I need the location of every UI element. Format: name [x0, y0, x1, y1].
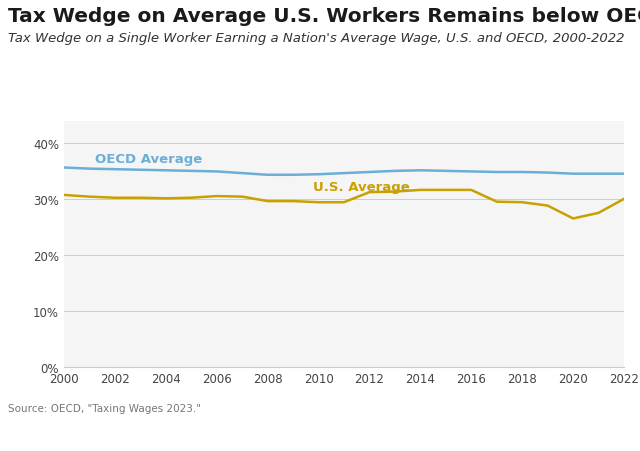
Text: @TaxFoundation: @TaxFoundation: [518, 427, 632, 441]
Text: TAX FOUNDATION: TAX FOUNDATION: [8, 427, 146, 441]
Text: U.S. Average: U.S. Average: [314, 181, 410, 194]
Text: OECD Average: OECD Average: [95, 152, 202, 166]
Text: Tax Wedge on Average U.S. Workers Remains below OECD Average: Tax Wedge on Average U.S. Workers Remain…: [8, 7, 640, 26]
Text: Source: OECD, "Taxing Wages 2023.": Source: OECD, "Taxing Wages 2023.": [8, 403, 201, 413]
Text: Tax Wedge on a Single Worker Earning a Nation's Average Wage, U.S. and OECD, 200: Tax Wedge on a Single Worker Earning a N…: [8, 32, 624, 45]
